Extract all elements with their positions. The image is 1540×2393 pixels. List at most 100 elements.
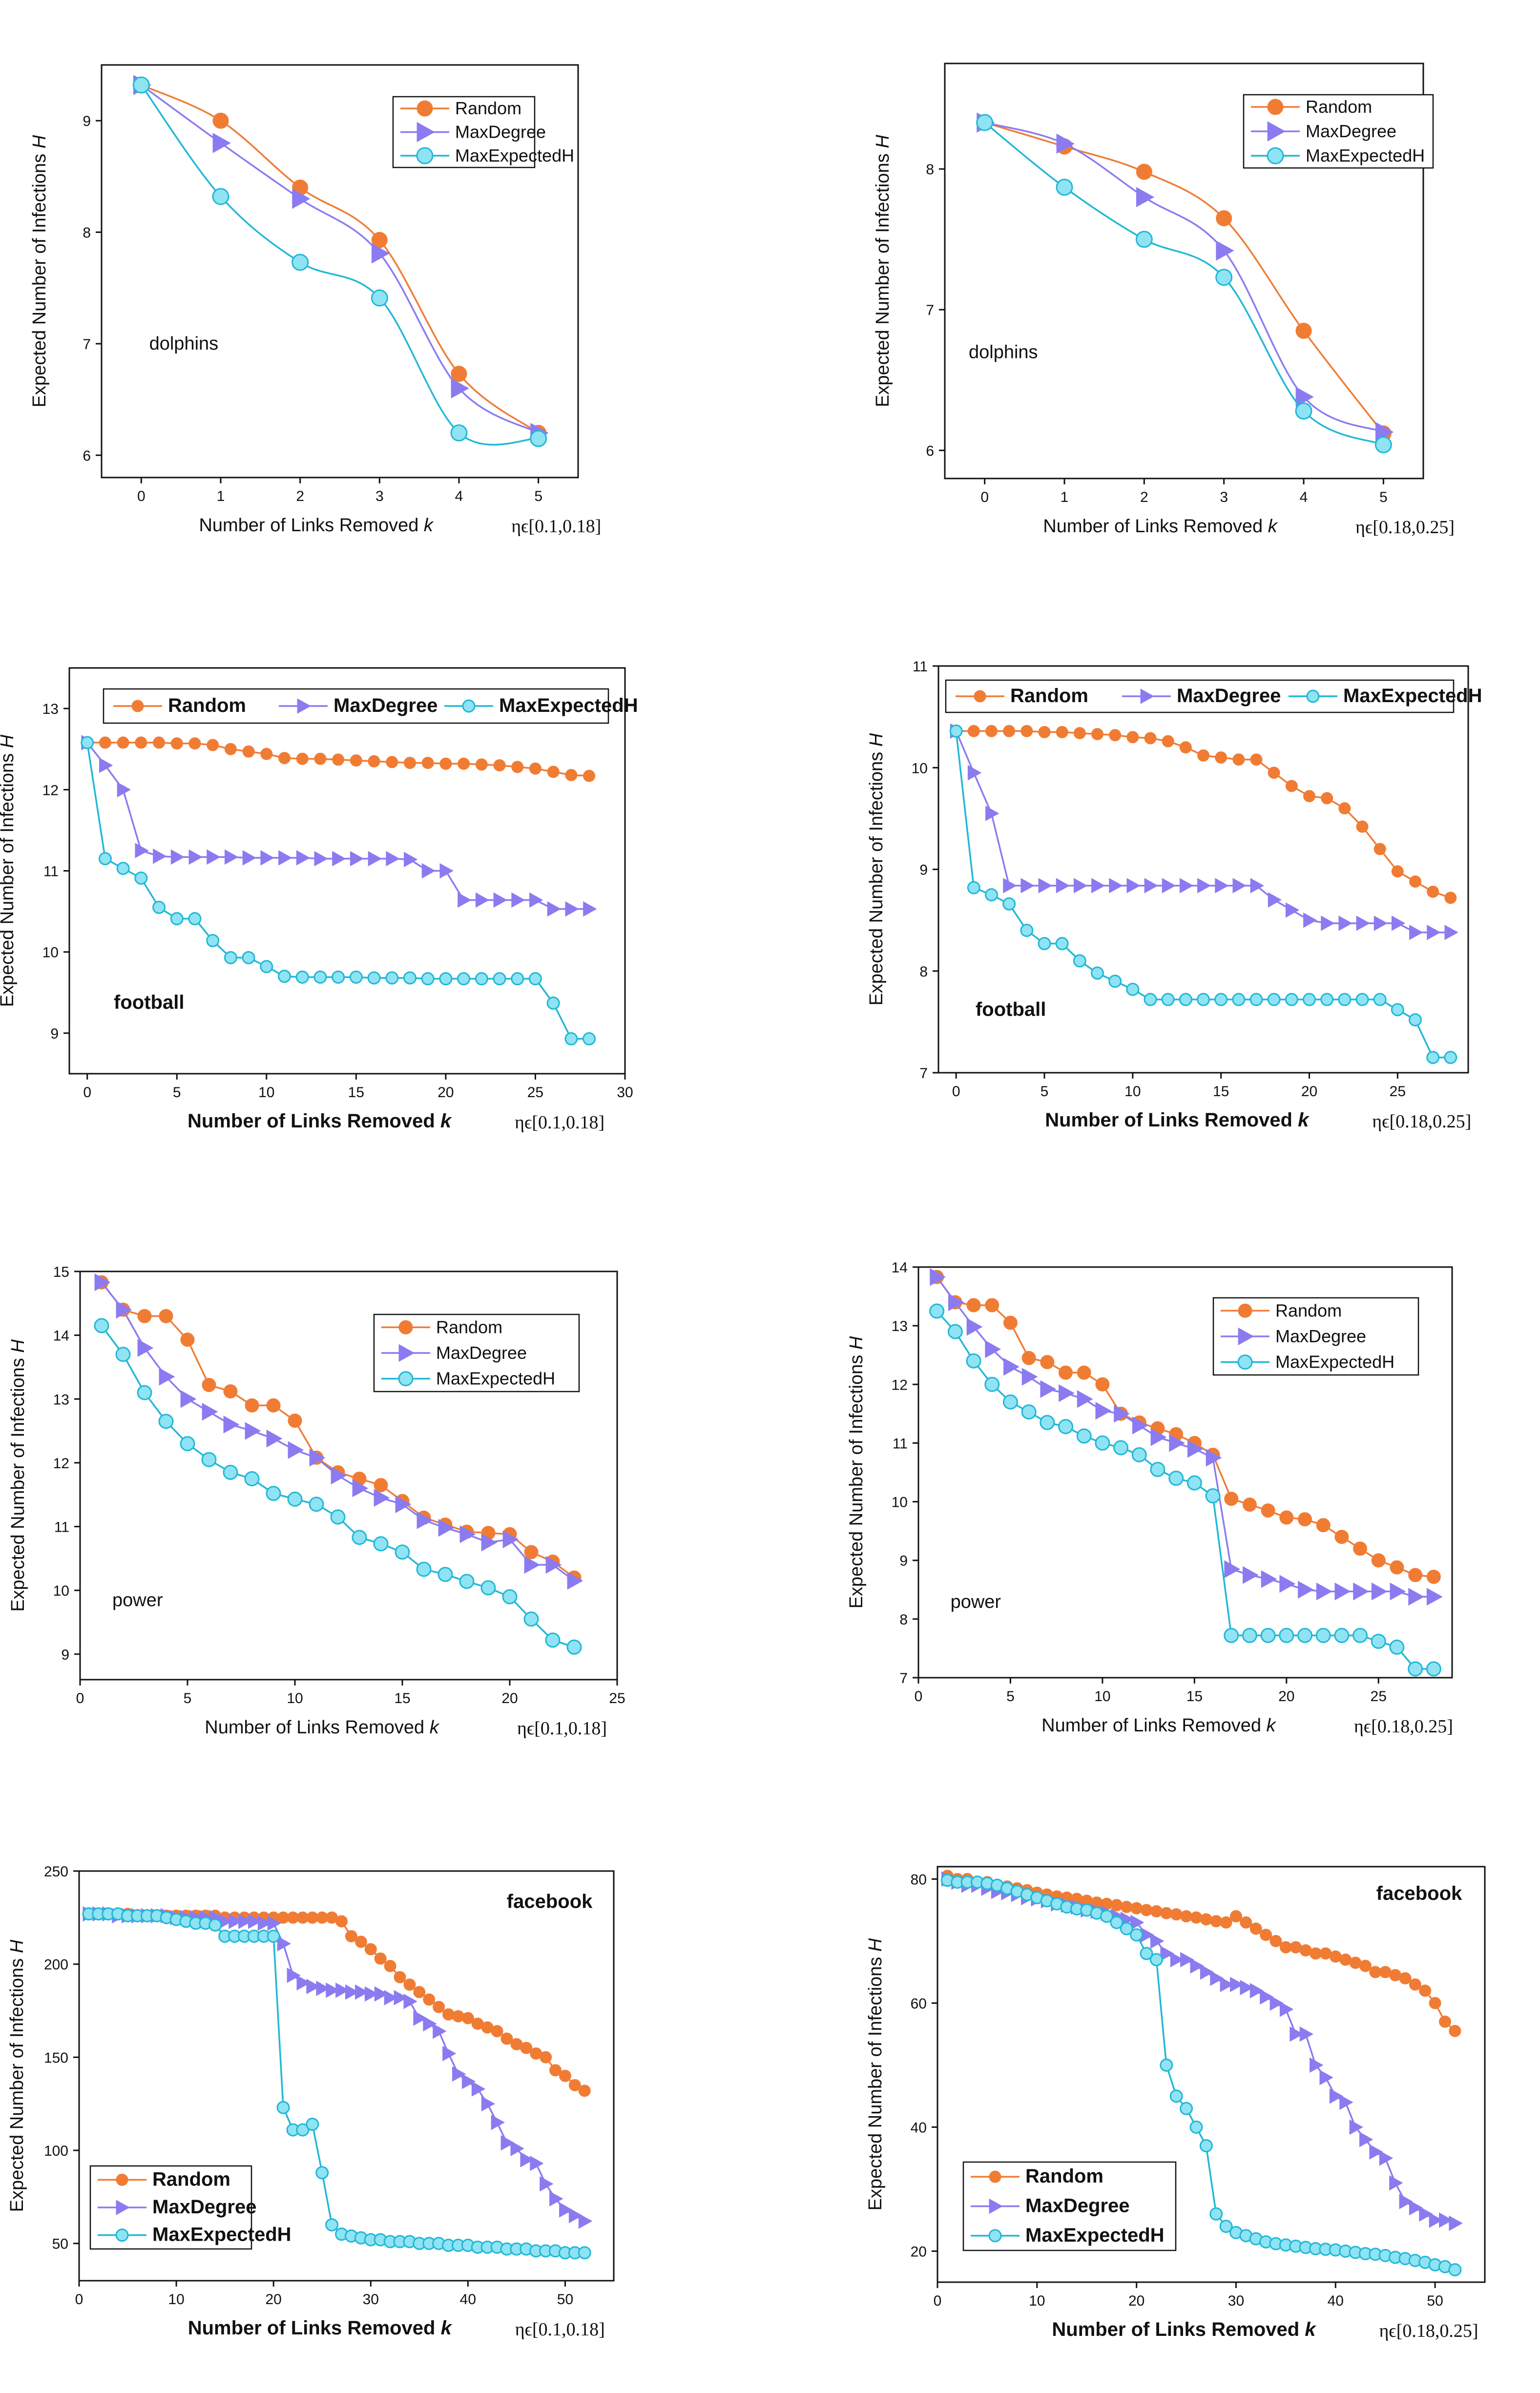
x-tick-label: 30 (1228, 2293, 1244, 2309)
legend-item-maxexpectedh: MaxExpectedH (971, 2225, 1165, 2246)
data-point (1038, 937, 1051, 951)
y-axis-label: Expected Number of Infections H (873, 135, 893, 407)
data-point (949, 724, 963, 738)
dataset-annotation: football (114, 992, 184, 1013)
data-point (540, 2051, 552, 2063)
data-point (332, 851, 346, 867)
data-point (1240, 1916, 1252, 1929)
data-point (368, 755, 380, 768)
data-point (94, 1273, 111, 1291)
data-point (1242, 1627, 1257, 1643)
x-tick-label: 3 (1220, 489, 1228, 505)
chart-panel-5: 0 5 10 15 20 25 9 10 11 12 13 14 15 Number of Links R… (8, 1264, 625, 1739)
data-point (502, 1530, 519, 1548)
legend-label: Random (1275, 1300, 1342, 1320)
series-maxdegree (94, 1273, 583, 1590)
data-point (170, 912, 184, 926)
data-point (433, 2000, 445, 2013)
data-point (966, 1318, 983, 1336)
data-point (1199, 2139, 1213, 2153)
eta-range-label: ηϵ[0.18,0.25] (1354, 1716, 1453, 1737)
y-axis-label: Expected Number of Infections H (0, 734, 18, 1007)
y-tick-label: 13 (42, 701, 59, 717)
data-point (315, 2166, 329, 2180)
data-point (1408, 1587, 1425, 1606)
y-axis-label: Expected Number of Infections H (866, 733, 887, 1005)
x-tick-label: 5 (173, 1084, 181, 1101)
x-axis-variable: k (424, 515, 434, 536)
data-point (224, 849, 239, 865)
data-point (1261, 1503, 1275, 1518)
chart-panel-7: 0 10 20 30 40 50 50 100 150 200 250 Number of Links… (7, 1864, 615, 2340)
data-point (94, 1318, 109, 1333)
legend-label: MaxExpectedH (499, 695, 638, 716)
legend-item-maxdegree: MaxDegree (1221, 1326, 1366, 1346)
data-point (403, 971, 416, 985)
series-maxexpectedh (132, 76, 547, 447)
legend-item-maxexpectedh: MaxExpectedH (400, 146, 574, 166)
data-point (1334, 1627, 1350, 1643)
series-line (88, 1913, 585, 2092)
data-point (500, 2135, 515, 2151)
data-point (1260, 1627, 1276, 1643)
x-axis-label: Number of Links Removed k (1043, 516, 1278, 537)
series-maxexpectedh (976, 114, 1392, 454)
data-point (180, 1332, 195, 1347)
data-point (583, 901, 597, 917)
data-point (288, 1441, 304, 1459)
data-point (1100, 1910, 1113, 1923)
data-point (350, 754, 362, 767)
x-tick-label: 0 (76, 1690, 84, 1706)
legend-item-maxexpectedh: MaxExpectedH (1221, 1352, 1394, 1372)
data-point (451, 378, 469, 398)
data-point (371, 289, 388, 307)
legend-label: MaxExpectedH (436, 1369, 555, 1389)
data-point (1180, 2102, 1193, 2115)
legend-item-maxdegree: MaxDegree (98, 2196, 256, 2218)
data-point (985, 725, 998, 737)
data-point (1130, 1914, 1145, 1931)
legend-swatch-marker (1306, 689, 1320, 703)
x-axis-label: Number of Links Removed k (1041, 1715, 1276, 1736)
data-point (1319, 2070, 1333, 2085)
data-point (1130, 1928, 1144, 1942)
data-point (158, 1414, 174, 1429)
data-point (1409, 1978, 1421, 1991)
series-line (936, 1276, 1434, 1578)
data-point (137, 1309, 152, 1323)
data-point (267, 1929, 280, 1943)
data-point (511, 892, 525, 908)
legend-swatch-marker (416, 100, 433, 117)
chart-panel-1: 0 1 2 3 4 5 6 7 8 9 Number of Links Removed k ηϵ[0.… (29, 64, 601, 537)
plot-frame (101, 64, 579, 479)
data-point (1303, 790, 1315, 803)
data-point (1059, 1384, 1075, 1402)
data-point (1310, 2057, 1324, 2073)
data-point (547, 766, 560, 778)
y-axis-label: Expected Number of Infections H (8, 1339, 28, 1612)
legend-swatch-marker (115, 2228, 129, 2242)
legend-swatch-marker (974, 690, 986, 703)
y-axis-variable: H (0, 734, 18, 748)
data-point (1359, 2132, 1374, 2147)
legend-label: MaxDegree (436, 1343, 527, 1363)
data-point (1232, 753, 1245, 766)
data-point (1297, 1512, 1312, 1527)
data-point (1339, 2094, 1353, 2110)
data-point (1298, 1581, 1314, 1599)
x-tick-label: 20 (1278, 1688, 1294, 1705)
x-tick-label: 2 (1140, 489, 1148, 505)
legend-item-maxdegree: MaxDegree (279, 695, 437, 716)
data-point (1267, 993, 1281, 1006)
data-point (1113, 1440, 1129, 1456)
data-point (354, 1935, 367, 1948)
data-point (1056, 133, 1075, 154)
data-point (137, 1339, 154, 1357)
data-point (394, 1971, 406, 1983)
data-point (985, 888, 998, 902)
data-point (546, 996, 560, 1010)
data-point (500, 2032, 513, 2045)
data-point (1150, 1461, 1165, 1477)
eta-range-label: ηϵ[0.1,0.18] (515, 1112, 604, 1133)
plot-frame (917, 1266, 1453, 1679)
